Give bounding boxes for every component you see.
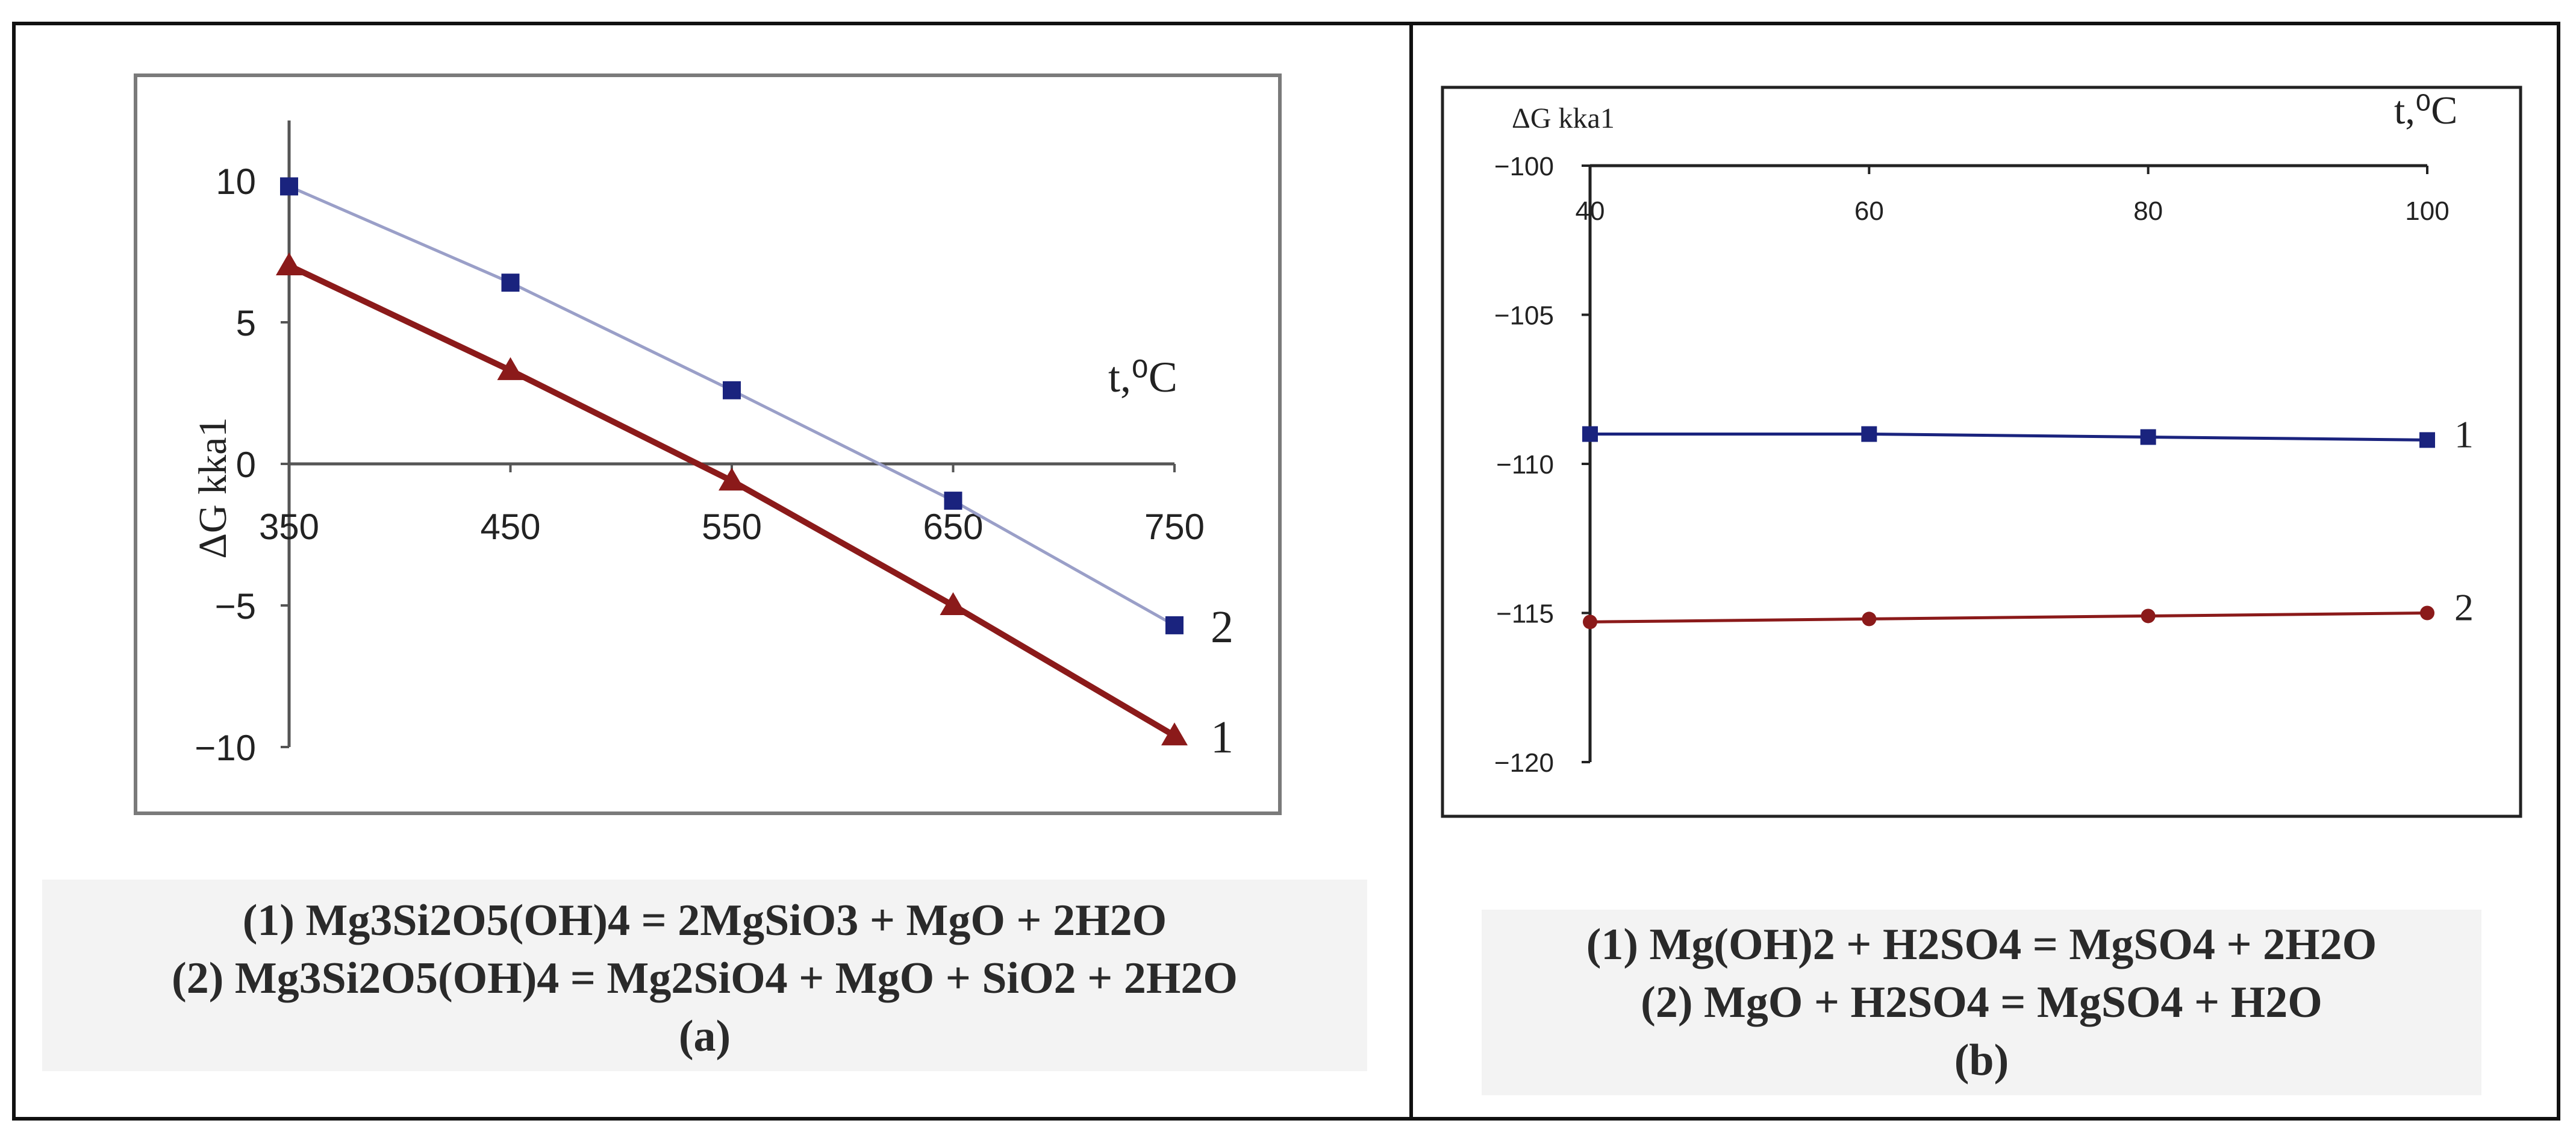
chart-b-y-tick-label: −115 xyxy=(1496,599,1554,629)
chart-a-y-tick-label: 0 xyxy=(236,445,256,485)
chart-a-y-tick-label: 10 xyxy=(216,161,256,202)
chart-a-y-tick-label: 5 xyxy=(236,303,256,343)
chart-b-series-1-point xyxy=(2140,429,2156,445)
caption-b-reaction-1: (1) Mg(OH)2 + H2SO4 = MgSO4 + 2H2O xyxy=(1586,920,2377,969)
caption-a-label: (a) xyxy=(678,1011,731,1061)
chart-b-y-tick-label: −120 xyxy=(1494,748,1554,778)
caption-a-reaction-2: (2) Mg3Si2O5(OH)4 = Mg2SiO4 + MgO + SiO2… xyxy=(172,954,1238,1003)
chart-a-labels: ΔG kka1 t,⁰C xyxy=(191,353,1177,558)
chart-b-y-axis-label: ΔG kka1 xyxy=(1512,102,1615,134)
panel-divider xyxy=(1409,22,1413,1121)
chart-a-x-axis-label: t,⁰C xyxy=(1108,353,1177,401)
chart-a-series-2-point xyxy=(1165,616,1184,634)
chart-b-series-1-line xyxy=(1590,433,2428,442)
chart-b-series-2-point xyxy=(2141,608,2156,624)
figure-frame xyxy=(12,22,2560,1121)
chart-a-series-2-point xyxy=(501,274,520,292)
chart-b-x-tick-label: 80 xyxy=(2133,196,2163,226)
chart-b-labels: ΔG kka1 t,⁰C xyxy=(1512,89,2457,134)
caption-a-reaction-1: (1) Mg3Si2O5(OH)4 = 2MgSiO3 + MgO + 2H2O xyxy=(242,896,1167,945)
chart-b-series-2-label: 2 xyxy=(2454,586,2474,629)
chart-a-plot-area xyxy=(134,73,1282,815)
chart-b-x-tick-label: 60 xyxy=(1854,196,1884,226)
chart-b-series-2-point xyxy=(1583,614,1597,630)
chart-a-y-tick-label: −10 xyxy=(195,728,256,768)
chart-b-series-1-point xyxy=(2419,432,2435,448)
chart-b-series: 12 xyxy=(1582,413,2474,630)
chart-a-series-2-point xyxy=(944,492,962,510)
chart-a-series-1-label: 1 xyxy=(1211,712,1233,763)
caption-b-label: (b) xyxy=(1954,1036,2009,1085)
chart-a-x-tick-label: 550 xyxy=(702,507,762,547)
caption-b: (1) Mg(OH)2 + H2SO4 = MgSO4 + 2H2O (2) M… xyxy=(1482,910,2481,1095)
chart-a-x-tick-label: 750 xyxy=(1144,507,1205,547)
chart-b-series-1-label: 1 xyxy=(2454,413,2474,455)
chart-b-series-1-point xyxy=(1861,426,1877,442)
chart-a-series-1-point xyxy=(276,252,302,275)
chart-b-x-axis-label: t,⁰C xyxy=(2394,89,2457,133)
chart-a-x-tick-label: 350 xyxy=(259,507,319,547)
chart-b-series-1-point xyxy=(1582,426,1598,442)
chart-b-y-tick-label: −110 xyxy=(1496,450,1554,480)
chart-b-series-2-point xyxy=(1862,611,1877,627)
chart-a-series-2-label: 2 xyxy=(1211,602,1233,652)
chart-b-y-tick-label: −105 xyxy=(1494,301,1554,331)
chart-a-series-1-point xyxy=(940,592,967,615)
chart-a-series-2-point xyxy=(723,381,741,399)
chart-b-y-tick-label: −100 xyxy=(1494,152,1554,181)
caption-a: (1) Mg3Si2O5(OH)4 = 2MgSiO3 + MgO + 2H2O… xyxy=(42,880,1367,1071)
chart-a-series-1-point xyxy=(497,357,524,380)
chart-b-axes: −100 −105 −110 −115 −120 40 60 80 100 xyxy=(1494,152,2450,778)
chart-a-series-2-point xyxy=(280,177,298,196)
caption-b-reaction-2: (2) MgO + H2SO4 = MgSO4 + H2O xyxy=(1641,978,2322,1027)
chart-a-series: 21 xyxy=(276,177,1233,763)
chart-a-y-tick-label: −5 xyxy=(215,586,256,627)
chart-a-series-1-point xyxy=(1161,722,1188,746)
chart-b-plot-area xyxy=(1441,86,2522,818)
chart-a-x-tick-label: 450 xyxy=(480,507,540,547)
chart-a-series-1-point xyxy=(719,467,745,491)
chart-b-series-2-line xyxy=(1589,611,2428,624)
chart-b-x-tick-label: 40 xyxy=(1576,196,1605,226)
chart-b-series-2-point xyxy=(2420,605,2434,621)
chart-a-y-axis-label: ΔG kka1 xyxy=(191,417,235,559)
chart-b-x-tick-label: 100 xyxy=(2405,196,2449,226)
